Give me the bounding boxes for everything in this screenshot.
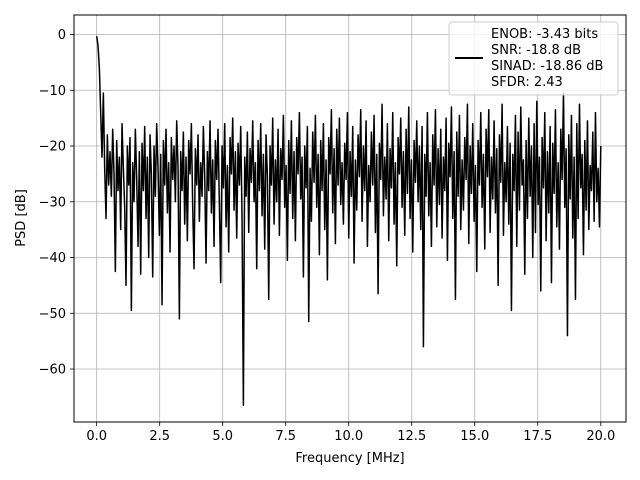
legend-line-text: ENOB: -3.43 bits	[491, 27, 598, 42]
axes-frame	[73, 14, 627, 423]
y-tick-label: −60	[39, 363, 66, 378]
x-tick-label: 7.5	[275, 429, 296, 444]
y-axis-ticks: 0 −10 −20 −30 −40 −50 −60	[39, 28, 74, 378]
y-tick-label: −30	[39, 195, 66, 210]
psd-series-line	[95, 36, 602, 407]
y-tick-label: −10	[39, 84, 66, 99]
x-tick-label: 10.0	[334, 429, 363, 444]
x-tick-label: 20.0	[586, 429, 615, 444]
legend-line-text: SFDR: 2.43	[491, 75, 563, 90]
legend-line-text: SNR: -18.8 dB	[491, 43, 581, 58]
x-tick-label: 5.0	[212, 429, 233, 444]
legend-line-text: SINAD: -18.86 dB	[491, 59, 603, 74]
x-axis-ticks: 0.0 2.5 5.0 7.5 10.0 12.5 15.0 17.5 20.0	[86, 422, 615, 444]
x-tick-label: 0.0	[86, 429, 107, 444]
y-tick-label: 0	[58, 28, 66, 43]
legend-label: ENOB: -3.43 bits SNR: -18.8 dB SINAD: -18.…	[491, 27, 603, 90]
x-tick-label: 2.5	[149, 429, 170, 444]
legend: ENOB: -3.43 bits SNR: -18.8 dB SINAD: -18.…	[448, 21, 619, 96]
x-tick-label: 15.0	[460, 429, 489, 444]
plot-area	[95, 36, 602, 407]
x-axis-label: Frequency [MHz]	[295, 451, 404, 466]
y-tick-label: −40	[39, 251, 66, 266]
legend-box	[448, 21, 619, 96]
x-tick-label: 17.5	[523, 429, 552, 444]
y-tick-label: −50	[39, 307, 66, 322]
y-tick-label: −20	[39, 140, 66, 155]
x-tick-label: 12.5	[397, 429, 426, 444]
y-axis-label: PSD [dB]	[14, 189, 29, 247]
